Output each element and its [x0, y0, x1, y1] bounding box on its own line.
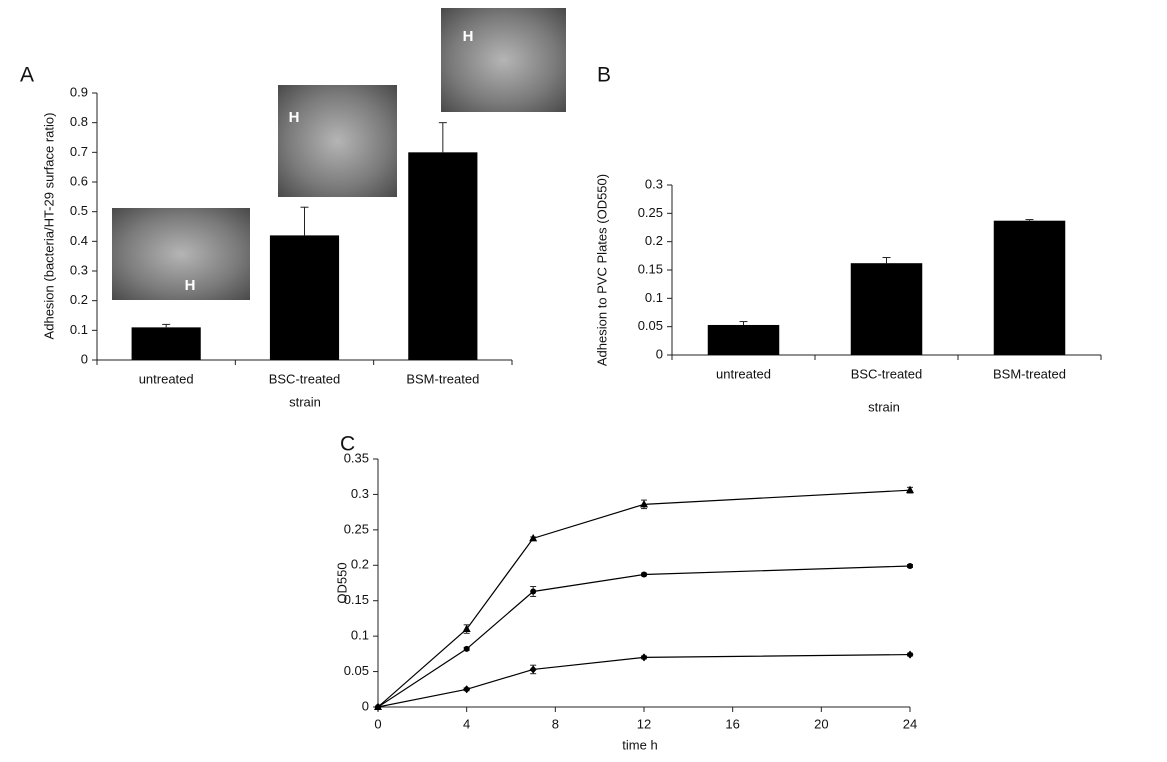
x-axis-label: strain: [289, 394, 321, 409]
y-tick-label: 0: [362, 698, 369, 713]
y-tick-label: 0.3: [351, 486, 369, 501]
marker: [641, 571, 647, 578]
micrograph-label: H: [185, 277, 196, 294]
y-tick-label: 0.25: [638, 205, 663, 220]
bar: [269, 235, 340, 360]
x-tick-label: 12: [637, 716, 651, 731]
marker: [640, 653, 648, 662]
bar: [131, 327, 201, 360]
marker: [529, 665, 537, 674]
y-tick-label: 0.7: [70, 144, 88, 159]
y-tick-label: 0.15: [344, 592, 369, 607]
marker: [906, 485, 914, 494]
x-tick-label: BSC-treated: [851, 366, 923, 381]
y-tick-label: 0.05: [344, 663, 369, 678]
y-tick-label: 0.1: [645, 290, 663, 305]
marker: [529, 533, 538, 542]
y-tick-label: 0.6: [70, 173, 88, 188]
y-axis-label: Adhesion (bacteria/HT-29 surface ratio): [41, 113, 56, 340]
marker: [374, 703, 382, 711]
y-tick-label: 0.15: [638, 261, 663, 276]
series-line: [377, 653, 911, 708]
micrograph: [441, 8, 566, 112]
bar: [993, 220, 1066, 355]
x-axis-label: strain: [868, 399, 900, 414]
x-tick-label: 4: [463, 716, 470, 731]
marker: [907, 562, 913, 569]
marker: [530, 588, 537, 595]
micrograph: [112, 208, 250, 300]
x-axis-label: time h: [622, 737, 657, 752]
bar: [850, 263, 923, 355]
y-tick-label: 0.3: [645, 176, 663, 191]
y-tick-label: 0.1: [351, 628, 369, 643]
y-tick-label: 0.1: [70, 322, 88, 337]
x-tick-label: 24: [903, 716, 917, 731]
y-axis-label: OD550: [334, 562, 349, 603]
panel-label: C: [340, 433, 355, 456]
panel-label: A: [20, 64, 34, 87]
x-tick-label: 16: [725, 716, 739, 731]
y-tick-label: 0.5: [70, 203, 88, 218]
series-line: [377, 489, 911, 708]
x-tick-label: untreated: [139, 371, 194, 386]
y-tick-label: 0.3: [70, 262, 88, 277]
y-tick-label: 0.35: [344, 450, 369, 465]
y-tick-label: 0: [656, 346, 663, 361]
y-tick-label: 0.2: [645, 233, 663, 248]
marker: [463, 685, 471, 694]
x-tick-label: 20: [814, 716, 828, 731]
bar: [408, 152, 478, 360]
y-tick-label: 0.2: [70, 292, 88, 307]
x-tick-label: untreated: [716, 366, 771, 381]
panel-label: B: [597, 64, 611, 87]
y-tick-label: 0.2: [351, 557, 369, 572]
y-axis-label: Adhesion to PVC Plates (OD550): [594, 174, 609, 366]
bar: [707, 324, 780, 355]
marker: [463, 645, 470, 652]
micrograph-label: H: [289, 109, 300, 126]
y-tick-label: 0.05: [638, 318, 663, 333]
marker: [906, 650, 914, 659]
x-tick-label: 8: [552, 716, 559, 731]
y-tick-label: 0.8: [70, 114, 88, 129]
micrograph: [278, 85, 397, 197]
x-tick-label: BSM-treated: [406, 371, 479, 386]
marker: [640, 499, 648, 508]
marker: [462, 624, 471, 633]
x-tick-label: 0: [374, 716, 381, 731]
micrograph-label: H: [463, 28, 474, 45]
y-tick-label: 0.9: [70, 84, 88, 99]
y-tick-label: 0: [81, 351, 88, 366]
x-tick-label: BSC-treated: [269, 371, 341, 386]
y-tick-label: 0.4: [70, 233, 88, 248]
y-tick-label: 0.25: [344, 521, 369, 536]
x-tick-label: BSM-treated: [993, 366, 1066, 381]
